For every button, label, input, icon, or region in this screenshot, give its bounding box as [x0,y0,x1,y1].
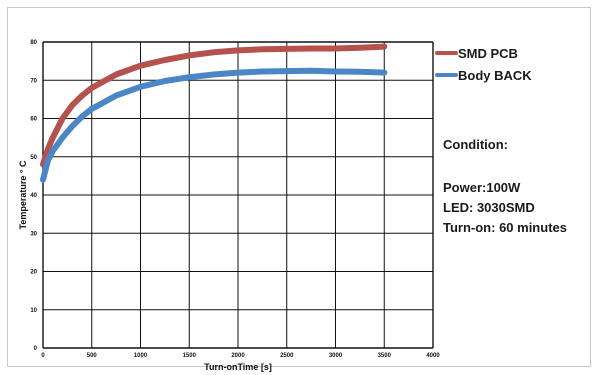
x-tick-label: 1500 [183,353,197,359]
x-tick-label: 0 [41,353,45,359]
x-tick-label: 500 [87,353,98,359]
x-tick-label: 3500 [378,353,392,359]
y-tick-label: 60 [30,117,37,123]
y-tick-label: 80 [30,40,37,46]
y-axis-title: Temperature ° C [18,160,28,229]
x-tick-label: 2000 [231,353,245,359]
y-tick-label: 10 [30,308,37,314]
condition-power: Power:100W [443,180,521,195]
x-tick-label: 4000 [426,353,440,359]
y-tick-label: 40 [30,193,37,199]
y-tick-label: 50 [30,155,37,161]
series-layer [40,43,388,183]
x-tick-label: 1000 [134,353,148,359]
x-axis-title: Turn-onTime [s] [204,362,272,372]
legend-label: Body BACK [458,68,532,83]
series-line-smd-pcb [40,43,388,168]
x-tick-label: 2500 [280,353,294,359]
condition-turn-on: Turn-on: 60 minutes [443,220,567,235]
y-tick-label: 20 [30,270,37,276]
legend-label: SMD PCB [458,46,518,61]
chart-frame [7,7,591,367]
grid [42,41,434,349]
y-tick-label: 70 [30,78,37,84]
condition-led: LED: 3030SMD [443,200,535,215]
x-tick-label: 3000 [329,353,343,359]
condition-heading: Condition: [443,137,508,152]
tick-labels: 0 500 1000 1500 2000 2500 3000 3500 4000 0 10 20 30 4… [30,40,440,359]
y-tick-label: 30 [30,231,37,237]
series-line-body-back [40,67,388,183]
y-tick-label: 0 [34,346,38,352]
legend: SMD PCB Body BACK [435,46,532,83]
